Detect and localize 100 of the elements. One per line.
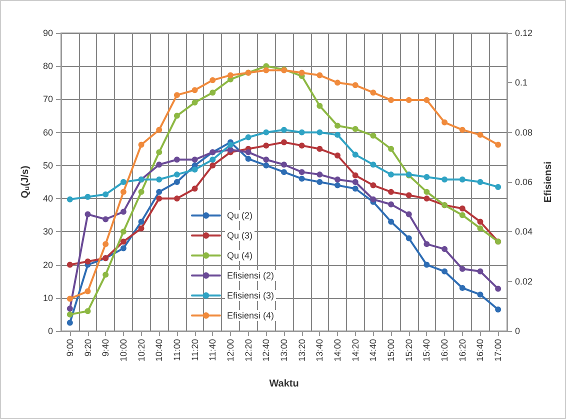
point xyxy=(138,225,144,232)
point xyxy=(495,306,502,312)
point xyxy=(281,162,287,168)
point xyxy=(245,156,252,162)
point xyxy=(66,311,73,318)
point xyxy=(210,162,216,168)
point xyxy=(352,186,358,192)
point xyxy=(192,166,198,173)
point xyxy=(442,246,448,252)
point xyxy=(66,296,73,302)
point xyxy=(66,306,73,312)
point xyxy=(84,288,91,294)
y2-tick-label: 0 xyxy=(515,326,520,336)
point xyxy=(174,172,180,178)
point xyxy=(352,172,358,178)
point xyxy=(156,176,162,183)
point xyxy=(245,149,252,156)
y-tick-label: 30 xyxy=(42,226,53,237)
x-tick-label: 10:00 xyxy=(118,339,128,362)
point xyxy=(263,67,270,74)
point xyxy=(442,176,448,183)
x-tick-label: 13:00 xyxy=(279,339,289,362)
point xyxy=(298,176,305,182)
point xyxy=(459,126,466,133)
point xyxy=(245,134,252,140)
legend-label: Efisiensi (2) xyxy=(227,270,274,280)
x-tick-label: 12:40 xyxy=(261,339,272,362)
point xyxy=(388,201,394,208)
x-tick-label: 9:20 xyxy=(82,339,93,357)
point xyxy=(388,172,394,178)
x-tick-label: 15:20 xyxy=(404,339,414,362)
point xyxy=(120,238,126,245)
point xyxy=(424,97,430,104)
point xyxy=(406,211,412,218)
y2-axis-title: Efisiensi xyxy=(542,161,554,203)
x-tick-label: 14:20 xyxy=(350,339,360,362)
point xyxy=(477,132,484,138)
point xyxy=(156,126,162,133)
point xyxy=(174,156,180,163)
point xyxy=(477,225,484,232)
point xyxy=(66,262,73,268)
point xyxy=(120,208,126,215)
y-tick-label: 20 xyxy=(42,260,53,270)
point xyxy=(459,266,466,272)
point xyxy=(352,126,358,132)
point xyxy=(227,146,234,153)
point xyxy=(174,112,180,119)
point xyxy=(298,169,305,176)
x-axis-title: Waktu xyxy=(269,378,299,390)
y-tick-label: 10 xyxy=(42,292,53,303)
point xyxy=(156,149,162,156)
y2-tick-label: 0.1 xyxy=(515,78,528,88)
point xyxy=(316,179,323,185)
point xyxy=(477,292,484,298)
point xyxy=(316,129,323,136)
point xyxy=(263,156,270,163)
point xyxy=(263,142,270,149)
point xyxy=(102,191,109,198)
x-tick-label: 11:00 xyxy=(172,339,182,361)
x-tick-label: 16:20 xyxy=(457,339,468,362)
point xyxy=(495,142,502,148)
point xyxy=(192,87,198,94)
y2-tick-label: 0.04 xyxy=(515,226,533,237)
point xyxy=(406,235,412,242)
point xyxy=(156,162,162,168)
x-tick-label: 11:20 xyxy=(190,339,200,361)
point xyxy=(334,122,341,129)
y-tick-label: 40 xyxy=(42,194,53,204)
point xyxy=(370,132,376,139)
y-tick-label: 70 xyxy=(42,94,53,104)
point xyxy=(227,72,234,78)
point xyxy=(459,176,466,183)
point xyxy=(334,176,341,183)
x-tick-label: 10:20 xyxy=(136,339,146,362)
point xyxy=(138,188,144,195)
point xyxy=(263,162,270,168)
point xyxy=(459,284,466,291)
point xyxy=(120,228,126,235)
y-tick-label: 50 xyxy=(42,160,53,170)
point xyxy=(370,196,376,202)
x-tick-label: 16:40 xyxy=(475,339,486,362)
point xyxy=(298,70,305,76)
point xyxy=(388,218,394,225)
point xyxy=(370,182,376,188)
legend-label: Qu (2) xyxy=(227,210,253,220)
legend-label: Efisiensi (3) xyxy=(227,290,274,300)
point xyxy=(406,192,412,198)
point xyxy=(174,92,180,98)
point xyxy=(102,241,109,248)
y2-tick-label: 0.08 xyxy=(515,127,533,138)
point xyxy=(442,119,448,126)
x-tick-label: 9:40 xyxy=(100,339,111,357)
point xyxy=(281,126,287,133)
point xyxy=(84,308,91,314)
point xyxy=(192,156,198,163)
point xyxy=(210,90,216,96)
point xyxy=(352,179,358,185)
x-tick-label: 17:00 xyxy=(493,339,504,362)
x-tick-label: 9:00 xyxy=(64,339,75,357)
point xyxy=(316,72,323,78)
